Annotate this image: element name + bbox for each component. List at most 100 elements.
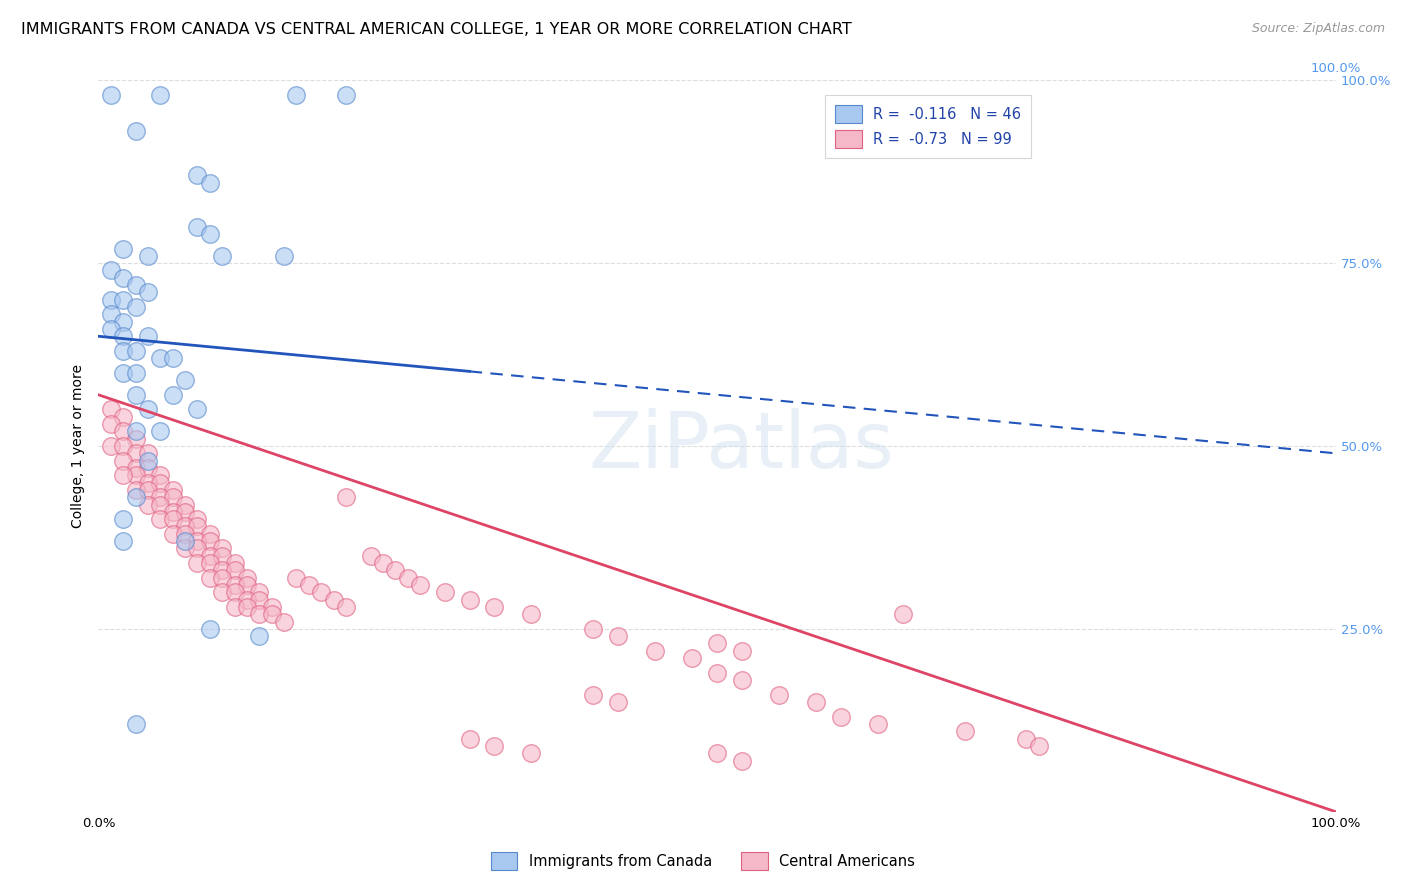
Point — [409, 578, 432, 592]
Point — [224, 578, 246, 592]
Point — [112, 534, 135, 549]
Point — [211, 541, 233, 556]
Point — [186, 402, 208, 417]
Point — [112, 270, 135, 285]
Point — [112, 453, 135, 467]
Point — [124, 446, 146, 460]
Point — [136, 498, 159, 512]
Point — [273, 615, 295, 629]
Point — [224, 599, 246, 614]
Point — [149, 468, 172, 483]
Point — [136, 285, 159, 300]
Point — [731, 673, 754, 687]
Point — [607, 629, 630, 643]
Point — [224, 585, 246, 599]
Point — [247, 607, 270, 622]
Point — [582, 688, 605, 702]
Point — [224, 563, 246, 577]
Point — [520, 607, 543, 622]
Point — [149, 425, 172, 439]
Point — [891, 607, 914, 622]
Point — [136, 475, 159, 490]
Point — [1015, 731, 1038, 746]
Point — [285, 87, 308, 102]
Point — [458, 731, 481, 746]
Point — [607, 695, 630, 709]
Point — [1028, 739, 1050, 753]
Point — [112, 512, 135, 526]
Point — [124, 278, 146, 293]
Point — [458, 592, 481, 607]
Point — [247, 592, 270, 607]
Point — [136, 249, 159, 263]
Point — [112, 293, 135, 307]
Point — [247, 585, 270, 599]
Point — [149, 87, 172, 102]
Point — [360, 549, 382, 563]
Point — [100, 263, 122, 277]
Point — [731, 754, 754, 768]
Point — [285, 571, 308, 585]
Y-axis label: College, 1 year or more: College, 1 year or more — [72, 364, 86, 528]
Legend: Immigrants from Canada, Central Americans: Immigrants from Canada, Central American… — [485, 847, 921, 876]
Point — [100, 417, 122, 431]
Point — [174, 498, 197, 512]
Point — [124, 468, 146, 483]
Point — [186, 534, 208, 549]
Point — [174, 526, 197, 541]
Point — [681, 651, 703, 665]
Point — [582, 622, 605, 636]
Point — [211, 571, 233, 585]
Point — [136, 461, 159, 475]
Point — [520, 746, 543, 760]
Point — [124, 432, 146, 446]
Point — [198, 571, 221, 585]
Point — [162, 512, 184, 526]
Point — [433, 585, 456, 599]
Point — [149, 475, 172, 490]
Point — [644, 644, 666, 658]
Point — [124, 388, 146, 402]
Point — [236, 599, 259, 614]
Point — [136, 329, 159, 343]
Point — [100, 402, 122, 417]
Point — [100, 87, 122, 102]
Point — [112, 468, 135, 483]
Text: ZiPatlas: ZiPatlas — [589, 408, 894, 484]
Point — [298, 578, 321, 592]
Point — [211, 549, 233, 563]
Point — [198, 549, 221, 563]
Point — [186, 519, 208, 533]
Point — [124, 461, 146, 475]
Point — [484, 599, 506, 614]
Point — [706, 746, 728, 760]
Point — [162, 490, 184, 504]
Point — [706, 636, 728, 650]
Point — [335, 599, 357, 614]
Point — [236, 571, 259, 585]
Point — [211, 563, 233, 577]
Point — [236, 592, 259, 607]
Point — [706, 665, 728, 680]
Point — [211, 585, 233, 599]
Point — [198, 526, 221, 541]
Point — [198, 176, 221, 190]
Point — [124, 490, 146, 504]
Point — [124, 343, 146, 358]
Point — [124, 300, 146, 314]
Point — [953, 724, 976, 739]
Point — [136, 453, 159, 467]
Point — [174, 519, 197, 533]
Point — [174, 541, 197, 556]
Point — [174, 505, 197, 519]
Text: IMMIGRANTS FROM CANADA VS CENTRAL AMERICAN COLLEGE, 1 YEAR OR MORE CORRELATION C: IMMIGRANTS FROM CANADA VS CENTRAL AMERIC… — [21, 22, 852, 37]
Point — [211, 249, 233, 263]
Point — [162, 351, 184, 366]
Point — [260, 599, 283, 614]
Point — [198, 534, 221, 549]
Point — [149, 512, 172, 526]
Point — [384, 563, 406, 577]
Point — [866, 717, 889, 731]
Point — [396, 571, 419, 585]
Point — [162, 483, 184, 497]
